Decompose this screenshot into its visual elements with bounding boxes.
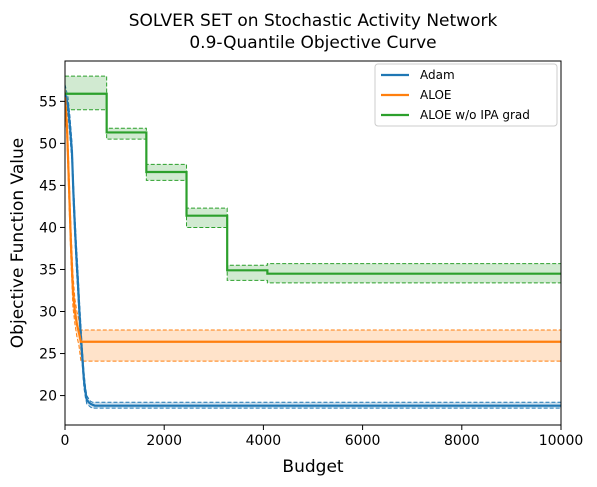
series-lines: [65, 92, 561, 407]
y-tick-label: 55: [39, 94, 57, 110]
x-axis: 0 2000 4000 6000 8000 10000: [61, 425, 584, 449]
chart-title-line-2: 0.9-Quantile Objective Curve: [189, 33, 436, 53]
x-tick-label: 4000: [246, 433, 282, 449]
x-tick-label: 6000: [345, 433, 381, 449]
x-tick-label: 0: [61, 433, 70, 449]
y-tick-label: 35: [39, 262, 57, 278]
ci-band-aloe: [65, 88, 561, 362]
y-axis: 20 25 30 35 40 45 50 55: [39, 94, 65, 405]
x-axis-label: Budget: [282, 457, 343, 477]
legend-label-aloe: ALOE: [420, 88, 452, 102]
series-line-aloe-w-o-ipa-grad: [65, 92, 561, 275]
ci-lower-adam: [65, 101, 561, 409]
legend-label-adam: Adam: [420, 68, 455, 82]
ci-lower-aloe: [65, 105, 561, 362]
y-tick-label: 45: [39, 178, 57, 194]
plot-frame: [64, 60, 562, 426]
chart-title-line-1: SOLVER SET on Stochastic Activity Networ…: [129, 11, 498, 31]
y-tick-label: 50: [39, 136, 57, 152]
x-tick-label: 8000: [444, 433, 480, 449]
y-axis-label: Objective Function Value: [8, 138, 28, 348]
ci-band-aloe-w-o-ipa-grad: [65, 76, 561, 283]
legend: Adam ALOE ALOE w/o IPA grad: [374, 63, 558, 127]
y-tick-label: 30: [39, 305, 57, 321]
y-tick-label: 20: [39, 389, 57, 405]
x-tick-label: 10000: [539, 433, 584, 449]
y-tick-label: 25: [39, 347, 57, 363]
chart-title: SOLVER SET on Stochastic Activity Networ…: [129, 11, 498, 53]
legend-box: [374, 63, 558, 127]
y-tick-label: 40: [39, 220, 57, 236]
ci-lower-aloe-w-o-ipa-grad: [65, 109, 561, 284]
series-line-aloe: [65, 97, 561, 343]
x-tick-label: 2000: [146, 433, 182, 449]
legend-label-aloe-w-o-ipa-grad: ALOE w/o IPA grad: [420, 108, 530, 122]
